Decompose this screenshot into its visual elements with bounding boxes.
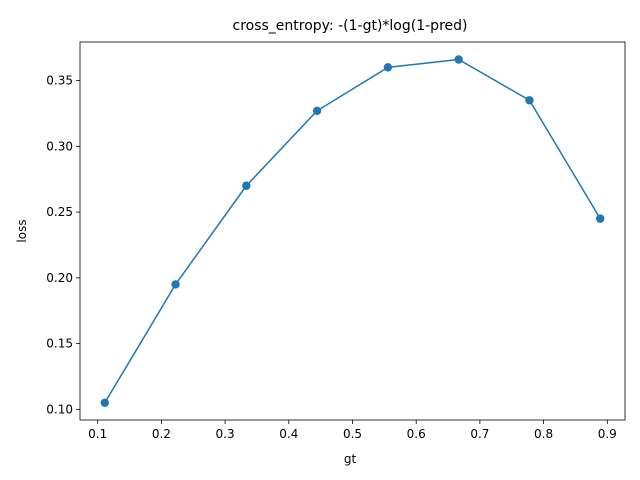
x-tick-label: 0.3 xyxy=(216,427,235,441)
y-axis: 0.10 0.15 0.20 0.25 0.30 0.35 xyxy=(46,74,80,416)
series-line xyxy=(104,58,601,404)
data-point xyxy=(383,63,393,72)
x-axis: 0.1 0.2 0.3 0.4 0.5 0.6 0.7 0.8 0.9 xyxy=(88,420,617,441)
x-tick-label: 0.8 xyxy=(534,427,553,441)
y-tick-label: 0.30 xyxy=(46,139,73,153)
x-tick-label: 0.9 xyxy=(598,427,617,441)
data-point xyxy=(525,96,534,105)
plot-area xyxy=(79,41,626,421)
plot-frame xyxy=(79,41,626,421)
series-layer xyxy=(100,55,605,407)
x-axis-label: gt xyxy=(344,452,357,466)
y-axis-label: loss xyxy=(15,219,29,242)
y-tick-label: 0.35 xyxy=(46,74,73,88)
data-point xyxy=(454,55,463,64)
y-tick-label: 0.15 xyxy=(46,337,73,351)
x-tick-label: 0.4 xyxy=(279,427,298,441)
chart-title: cross_entropy: -(1-gt)*log(1-pred) xyxy=(233,18,468,34)
x-tick-label: 0.5 xyxy=(343,427,362,441)
data-point xyxy=(242,181,251,190)
x-tick-label: 0.7 xyxy=(470,427,489,441)
y-tick-label: 0.20 xyxy=(46,271,73,285)
data-point xyxy=(100,398,109,407)
x-tick-label: 0.6 xyxy=(407,427,426,441)
data-point xyxy=(171,280,180,289)
y-tick-label: 0.25 xyxy=(46,205,73,219)
x-tick-label: 0.1 xyxy=(88,427,107,441)
data-point xyxy=(312,106,322,115)
x-tick-label: 0.2 xyxy=(152,427,171,441)
y-tick-label: 0.10 xyxy=(46,402,73,416)
data-point xyxy=(596,214,605,223)
